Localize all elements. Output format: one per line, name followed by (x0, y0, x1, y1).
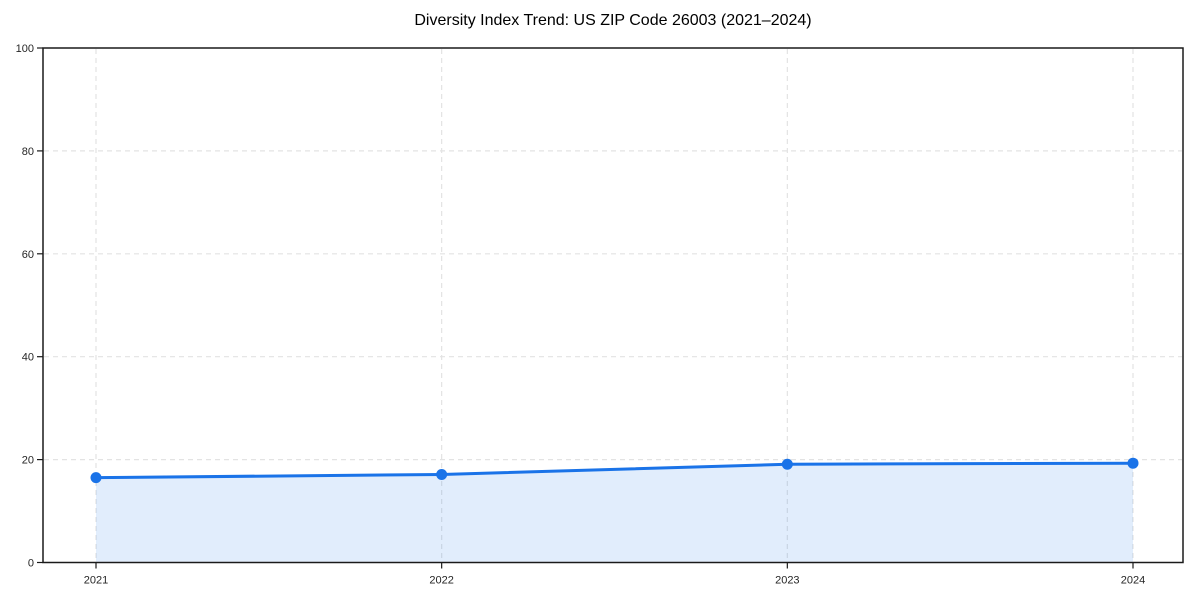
data-point-2023 (781, 458, 793, 470)
area-fill (96, 463, 1133, 562)
y-tick-label: 40 (22, 352, 34, 364)
y-tick-label: 100 (16, 43, 34, 55)
data-point-2024 (1127, 457, 1139, 469)
trend-line (94, 461, 1135, 480)
data-point-2021 (90, 472, 102, 484)
x-tick-label: 2023 (775, 575, 799, 587)
y-tick-label: 60 (22, 249, 34, 261)
y-tick-label: 0 (28, 558, 34, 570)
plot-border (42, 47, 1184, 564)
data-point-2022 (436, 469, 448, 481)
y-tick-label: 80 (22, 146, 34, 158)
x-tick-label: 2022 (429, 575, 453, 587)
chart-title: Diversity Index Trend: US ZIP Code 26003… (414, 12, 812, 29)
x-tick-label: 2024 (1121, 575, 1145, 587)
x-tick-label: 2021 (84, 575, 108, 587)
y-tick-label: 20 (22, 455, 34, 467)
